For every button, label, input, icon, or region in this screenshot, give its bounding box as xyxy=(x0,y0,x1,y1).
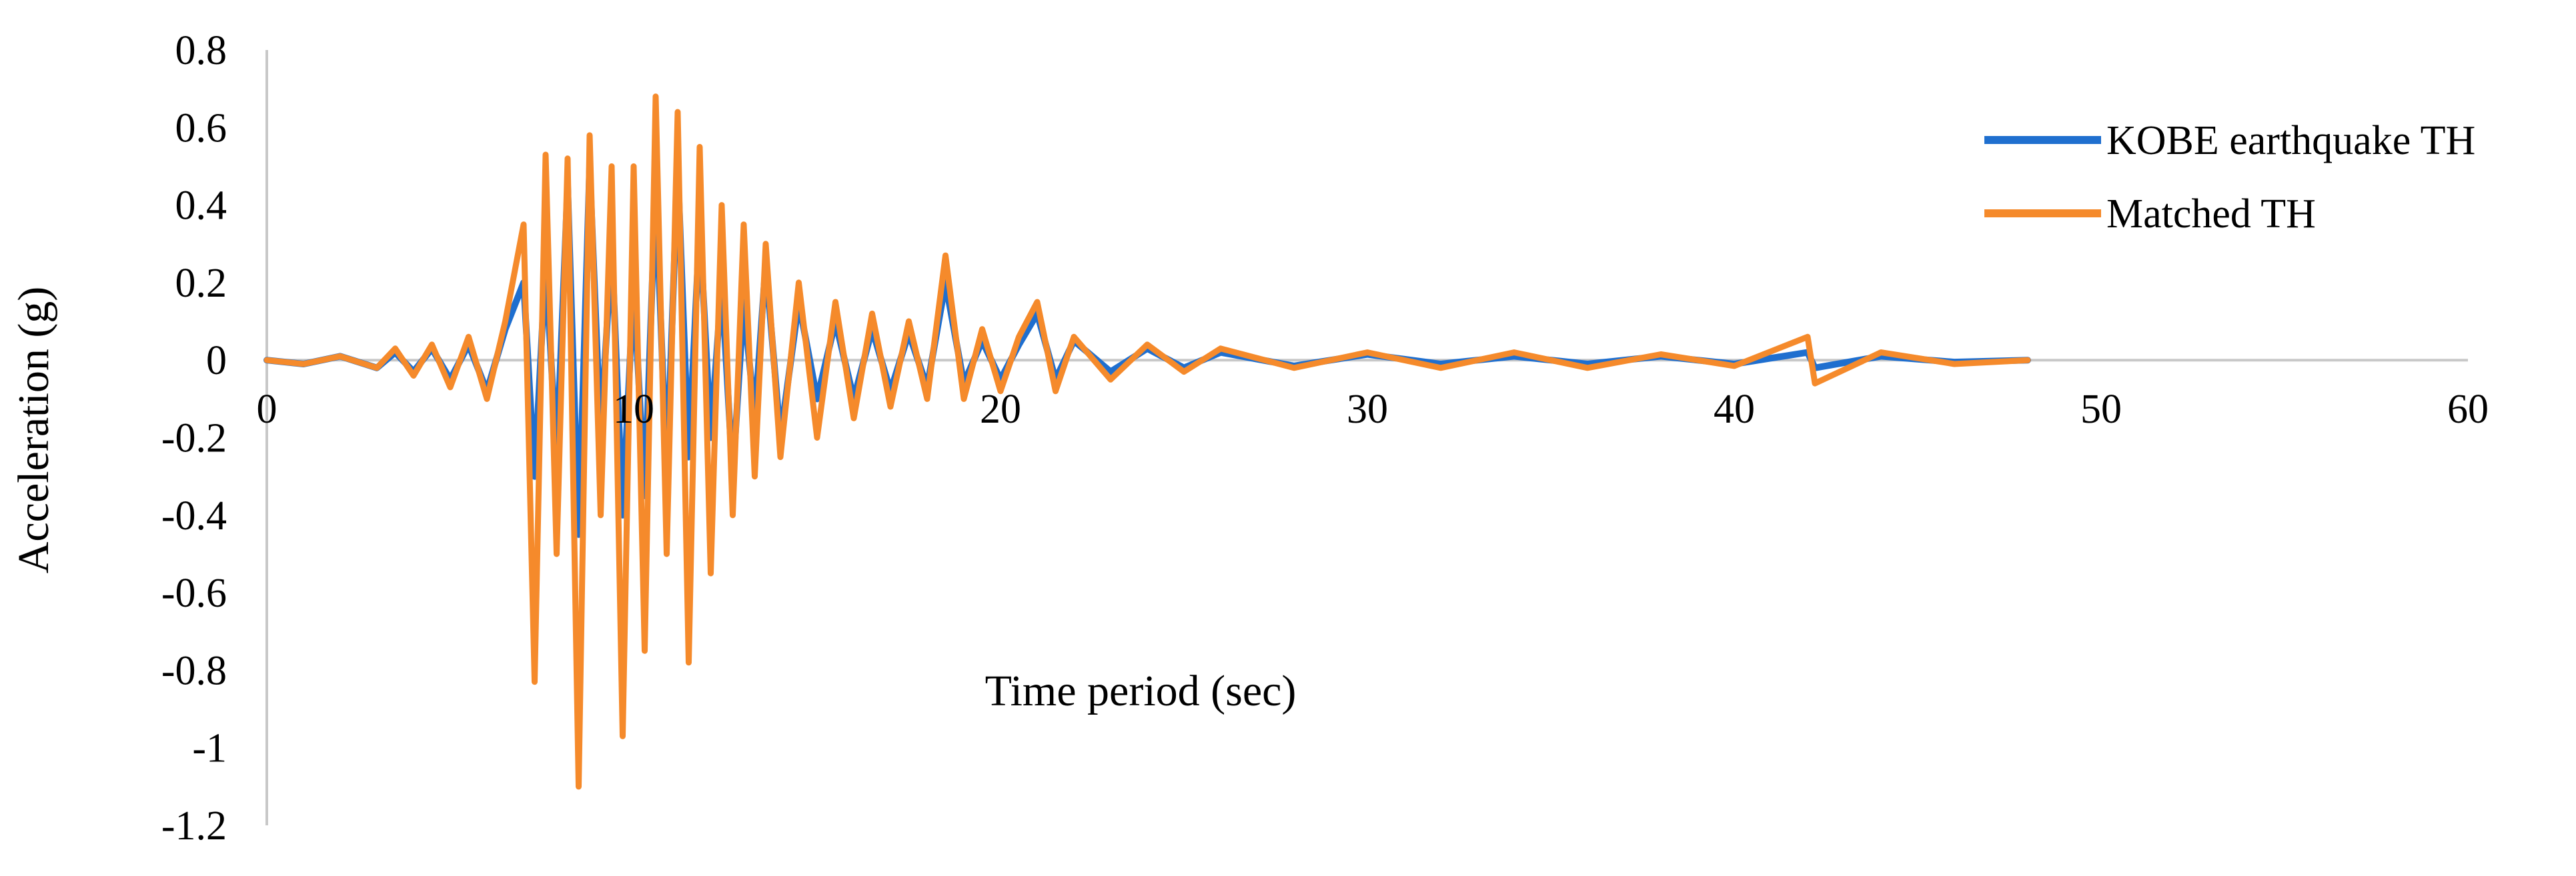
x-axis-title: Time period (sec) xyxy=(985,667,1297,715)
series-line-matched-th xyxy=(263,93,2031,790)
y-tick-label: -0.8 xyxy=(161,648,227,693)
y-axis-ticks: 0.8 0.6 0.4 0.2 0 -0.2 -0.4 -0.6 -0.8 -1 -1.2 xyxy=(161,28,227,849)
y-tick-label: 0.2 xyxy=(175,261,227,306)
y-tick-label: -1.2 xyxy=(161,803,227,849)
x-tick-label: 50 xyxy=(2080,387,2122,432)
legend-label: KOBE earthquake TH xyxy=(2106,118,2475,163)
x-tick-label: 40 xyxy=(1714,387,1755,432)
y-axis-title: Acceleration (g) xyxy=(9,287,58,574)
y-tick-label: -0.6 xyxy=(161,571,227,616)
x-tick-label: 60 xyxy=(2447,387,2489,432)
legend-label: Matched TH xyxy=(2106,191,2316,237)
y-tick-label: 0 xyxy=(206,338,227,383)
y-tick-label: 0.6 xyxy=(175,105,227,151)
y-tick-label: -0.4 xyxy=(161,493,227,539)
y-tick-label: -0.2 xyxy=(161,416,227,461)
y-tick-label: -1 xyxy=(192,726,227,771)
legend: KOBE earthquake TH Matched TH xyxy=(1984,118,2475,237)
series-layer xyxy=(263,93,2031,790)
y-tick-label: 0.4 xyxy=(175,183,227,229)
x-axis-ticks: 0 10 20 30 40 50 60 xyxy=(257,387,2489,432)
x-tick-label: 10 xyxy=(613,387,654,432)
y-tick-label: 0.8 xyxy=(175,28,227,73)
x-tick-label: 0 xyxy=(257,387,277,432)
x-tick-label: 30 xyxy=(1347,387,1388,432)
axes xyxy=(265,50,2468,825)
x-tick-label: 20 xyxy=(980,387,1021,432)
